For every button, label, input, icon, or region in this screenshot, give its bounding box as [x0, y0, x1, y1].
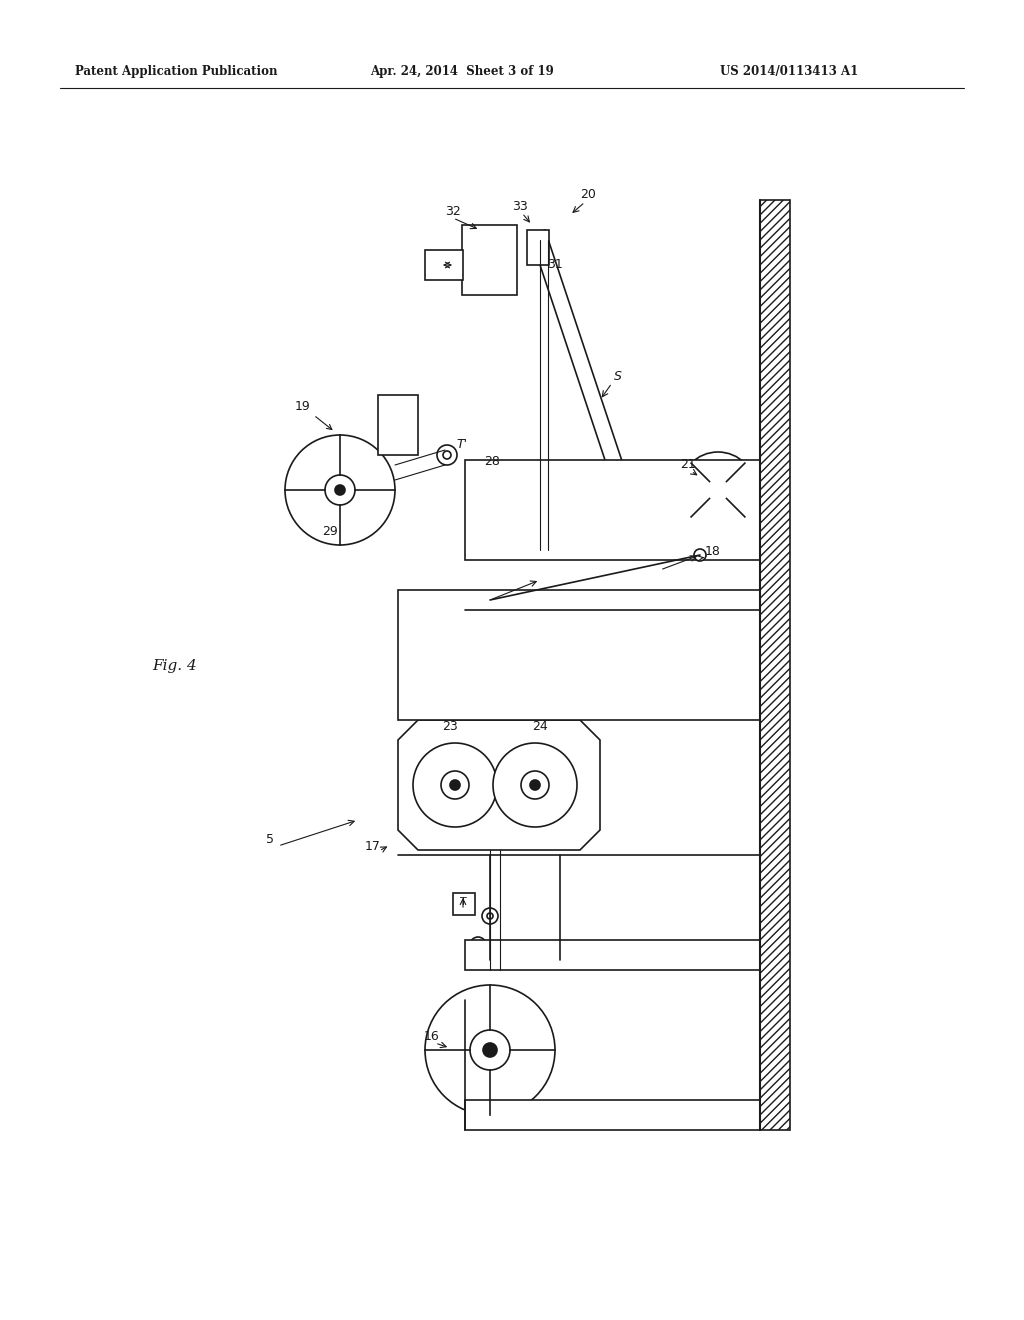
Text: 32: 32	[445, 205, 461, 218]
Text: T': T'	[457, 438, 468, 451]
Text: Patent Application Publication: Patent Application Publication	[75, 66, 278, 78]
Bar	[465, 1100, 760, 1130]
Circle shape	[450, 780, 460, 789]
Text: Apr. 24, 2014  Sheet 3 of 19: Apr. 24, 2014 Sheet 3 of 19	[370, 66, 554, 78]
Circle shape	[521, 771, 549, 799]
Bar	[465, 459, 760, 560]
Circle shape	[502, 946, 518, 964]
Circle shape	[592, 537, 608, 553]
Text: 19: 19	[295, 400, 332, 429]
Text: 21: 21	[680, 458, 696, 471]
Circle shape	[437, 445, 457, 465]
Text: 20: 20	[580, 187, 596, 201]
Bar	[527, 230, 549, 265]
Polygon shape	[530, 230, 650, 550]
Circle shape	[482, 908, 498, 924]
Text: 33: 33	[512, 201, 528, 213]
Text: Fig. 4: Fig. 4	[153, 659, 198, 673]
Circle shape	[470, 937, 486, 953]
Circle shape	[706, 478, 730, 502]
Bar	[398, 590, 760, 719]
Text: 23: 23	[442, 719, 458, 733]
Text: 29: 29	[323, 525, 338, 539]
Circle shape	[413, 743, 497, 828]
Text: 16: 16	[424, 1030, 440, 1043]
Polygon shape	[398, 719, 600, 850]
Bar	[465, 940, 760, 970]
Circle shape	[494, 488, 506, 502]
Bar	[425, 249, 463, 280]
Circle shape	[487, 913, 493, 919]
Circle shape	[483, 1043, 497, 1057]
Bar	[378, 395, 418, 455]
Bar	[575, 515, 595, 535]
Circle shape	[335, 484, 345, 495]
Text: 31: 31	[547, 257, 563, 271]
Text: 24: 24	[532, 719, 548, 733]
Circle shape	[425, 985, 555, 1115]
Bar	[760, 201, 790, 1130]
Circle shape	[470, 1030, 510, 1071]
Circle shape	[325, 475, 355, 506]
Circle shape	[694, 549, 706, 561]
Circle shape	[493, 743, 577, 828]
Circle shape	[441, 771, 469, 799]
Circle shape	[680, 451, 756, 528]
Bar	[453, 894, 475, 915]
Text: 28: 28	[484, 455, 500, 469]
Text: S: S	[614, 370, 622, 383]
Text: US 2014/0113413 A1: US 2014/0113413 A1	[720, 66, 858, 78]
Circle shape	[484, 473, 490, 478]
Circle shape	[479, 467, 495, 483]
Circle shape	[443, 451, 451, 459]
Text: 18: 18	[705, 545, 721, 558]
Text: 5: 5	[266, 833, 274, 846]
Text: 17: 17	[366, 840, 381, 853]
Circle shape	[285, 436, 395, 545]
Text: T: T	[460, 898, 466, 907]
Circle shape	[714, 486, 722, 494]
Circle shape	[530, 780, 540, 789]
Bar	[462, 224, 517, 294]
